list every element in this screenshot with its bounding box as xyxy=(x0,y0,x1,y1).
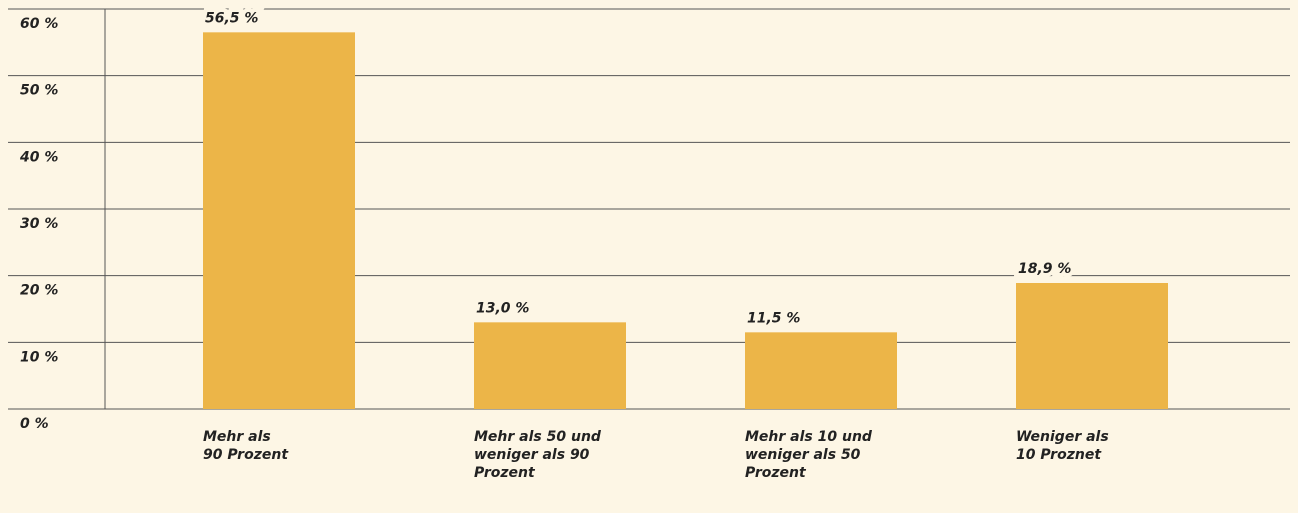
x-tick-label: Weniger als 10 Proznet xyxy=(1016,429,1109,463)
x-tick-label: Mehr als 10 und weniger als 50 Prozent xyxy=(745,429,872,481)
y-tick-label: 20 % xyxy=(20,283,58,299)
x-tick-label: Mehr als 90 Prozent xyxy=(203,429,289,463)
y-tick-label: 30 % xyxy=(20,216,58,232)
y-tick-label: 10 % xyxy=(20,349,58,365)
y-tick-label: 60 % xyxy=(20,16,58,32)
value-label: 56,5 % xyxy=(205,10,258,26)
value-label: 18,9 % xyxy=(1018,261,1071,277)
y-tick-label: 40 % xyxy=(19,149,58,165)
x-tick-label: Mehr als 50 und weniger als 90 Prozent xyxy=(474,429,601,481)
bar xyxy=(203,32,355,409)
bar xyxy=(745,332,897,409)
bar xyxy=(474,322,626,409)
value-label: 13,0 % xyxy=(476,300,529,316)
y-tick-label: 0 % xyxy=(20,416,49,432)
value-label: 11,5 % xyxy=(747,310,800,326)
y-tick-label: 50 % xyxy=(20,83,58,99)
bar xyxy=(1016,283,1168,409)
